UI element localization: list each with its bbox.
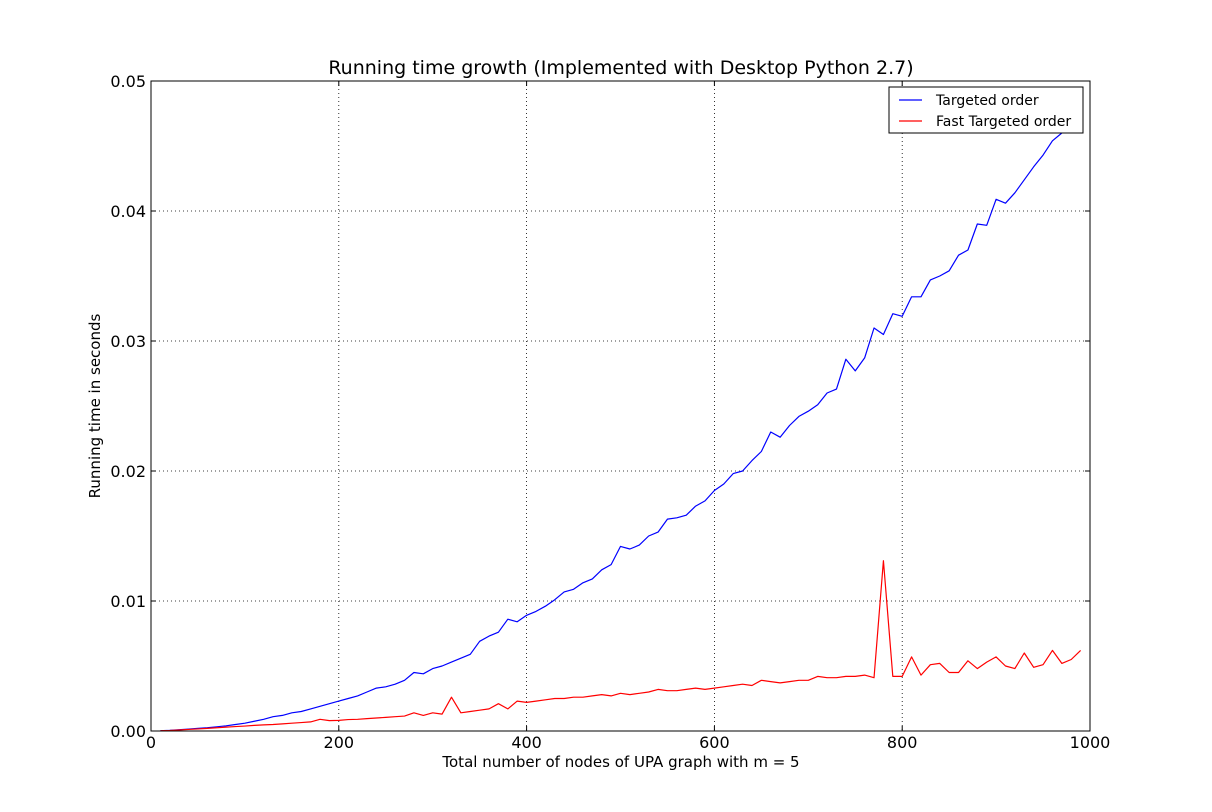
y-tick-label: 0.03 [110, 332, 146, 351]
legend-label-fast-targeted: Fast Targeted order [936, 114, 1071, 130]
legend-label-targeted: Targeted order [935, 93, 1039, 109]
x-tick-label: 200 [324, 733, 355, 752]
legend: Targeted order Fast Targeted order [888, 86, 1084, 134]
series-layer [160, 116, 1082, 732]
y-tick-label: 0.01 [110, 592, 146, 611]
x-tick-label: 800 [887, 733, 918, 752]
plot-frame [150, 80, 1091, 732]
x-tick-label: 0 [146, 733, 156, 752]
x-tick-label: 400 [511, 733, 542, 752]
y-tick-label: 0.00 [110, 722, 146, 741]
x-axis-label: Total number of nodes of UPA graph with … [441, 753, 799, 771]
legend-box [888, 86, 1084, 134]
chart-title: Running time growth (Implemented with De… [328, 57, 913, 79]
series-line-fast-targeted-order [160, 560, 1082, 732]
x-tick-label: 1000 [1070, 733, 1111, 752]
x-tick-label: 600 [699, 733, 730, 752]
y-tick-label: 0.02 [110, 462, 146, 481]
grid [151, 81, 1090, 731]
axis-ticks: 0 200 400 600 800 1000 0.00 0.01 0.02 0.03 0.04 0.0… [110, 72, 1110, 752]
y-tick-label: 0.05 [110, 72, 146, 91]
y-axis-label: Running time in seconds [86, 313, 104, 498]
series-line-targeted-order [160, 116, 1082, 732]
y-tick-label: 0.04 [110, 202, 146, 221]
plot-background [151, 81, 1090, 731]
